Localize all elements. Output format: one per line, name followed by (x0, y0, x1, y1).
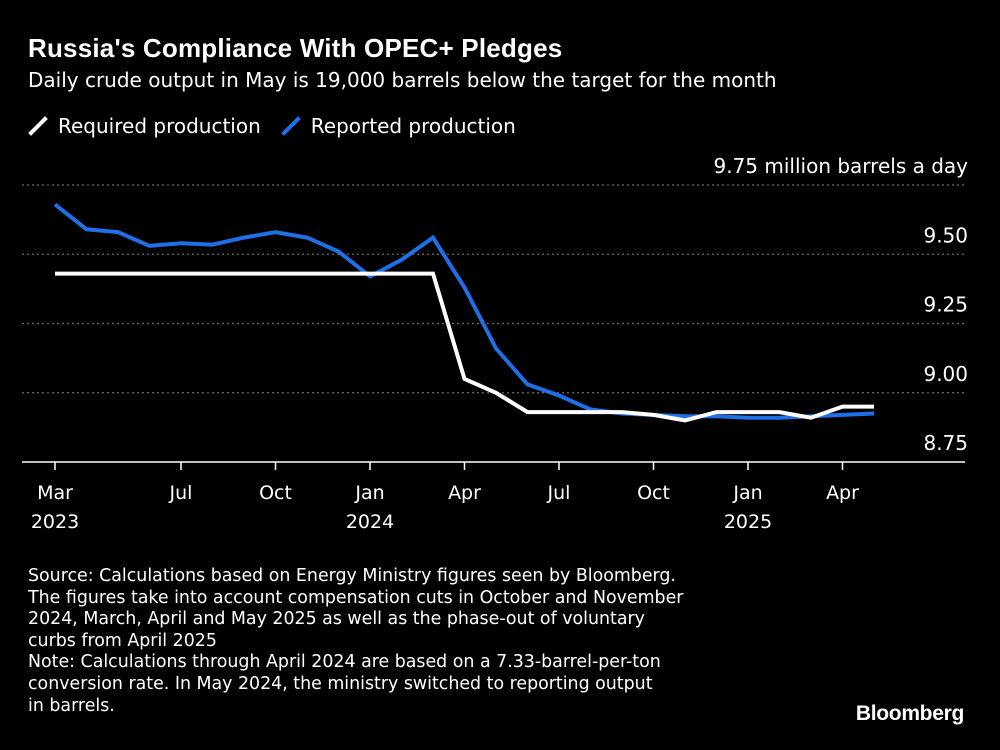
x-tick-label: Apr (448, 482, 481, 504)
y-axis-labels: 9.75 million barrels a day 9.50 9.25 9.00 8.… (713, 154, 968, 455)
y-tick-label: 9.00 (923, 362, 968, 386)
source-note-line: Note: Calculations through April 2024 ar… (28, 652, 661, 673)
chart-subtitle: Daily crude output in May is 19,000 barr… (28, 68, 777, 92)
legend: Required production Reported production (28, 113, 536, 139)
series-line-reported (53, 202, 875, 420)
x-tick-label: Apr (826, 482, 859, 504)
source-note-line: Source: Calculations based on Energy Min… (28, 566, 676, 586)
grid-lines (22, 184, 965, 394)
series-line-required (55, 271, 874, 423)
source-note-line: curbs from April 2025 (28, 630, 217, 651)
x-axis: Mar 2023 Jul Oct Jan 2024 Apr Jul Oct Jan 2025 Apr (22, 461, 965, 533)
x-tick-label: Jul (547, 482, 571, 504)
source-note-line: conversion rate. In May 2024, the minist… (28, 673, 653, 694)
y-unit-label: 9.75 million barrels a day (713, 154, 968, 178)
source-note: Source: Calculations based on Energy Min… (28, 566, 788, 717)
source-note-line: The figures take into account compensati… (28, 587, 684, 608)
source-note-line: 2024, March, April and May 2025 as well … (28, 609, 645, 630)
x-tick-year-label: 2023 (31, 511, 79, 533)
y-tick-label: 8.75 (923, 431, 968, 455)
legend-label-reported: Reported production (310, 114, 516, 138)
source-note-line: in barrels. (28, 695, 115, 716)
x-tick-year-label: 2024 (346, 511, 394, 533)
chart-title: Russia's Compliance With OPEC+ Pledges (28, 33, 563, 63)
x-tick-label: Mar (37, 482, 73, 504)
legend-item-reported: Reported production (280, 114, 516, 138)
x-tick-label: Oct (637, 482, 670, 504)
legend-swatch-required (28, 116, 48, 136)
x-tick-label: Jan (354, 482, 384, 504)
series-lines (53, 202, 875, 423)
x-tick-label: Oct (259, 482, 292, 504)
x-tick-label: Jan (732, 482, 762, 504)
bloomberg-logo: Bloomberg (855, 702, 964, 725)
legend-swatch-reported (280, 116, 301, 136)
y-tick-label: 9.50 (923, 223, 968, 247)
y-tick-label: 9.25 (923, 293, 968, 317)
legend-label-required: Required production (58, 114, 261, 138)
x-tick-label: Jul (169, 482, 193, 504)
x-tick-year-label: 2025 (724, 511, 772, 533)
legend-item-required: Required production (28, 114, 261, 138)
